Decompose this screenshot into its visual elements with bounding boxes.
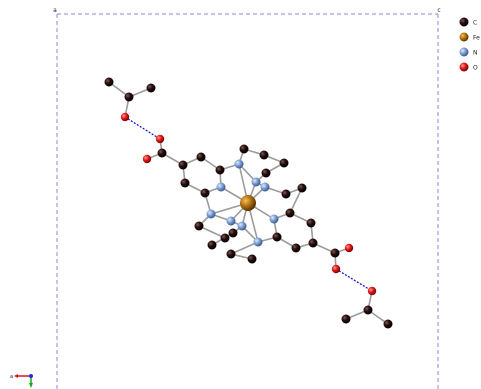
atom-c bbox=[226, 249, 236, 259]
atom-c bbox=[308, 238, 318, 248]
unit-cell bbox=[56, 13, 439, 389]
atom-c bbox=[285, 208, 295, 218]
legend-swatch-c bbox=[459, 17, 469, 27]
atom-o bbox=[344, 243, 354, 253]
atom-n bbox=[216, 182, 226, 192]
atom-n bbox=[251, 177, 261, 187]
hydrogen-bonds bbox=[124, 116, 373, 292]
atom-c bbox=[178, 160, 188, 170]
atom-c bbox=[383, 319, 393, 329]
cell-corner-a-label: a bbox=[53, 7, 57, 14]
legend-label-n: N bbox=[473, 50, 478, 57]
atom-c bbox=[124, 92, 134, 102]
atom-c bbox=[363, 305, 373, 315]
axis-x-arrow bbox=[14, 374, 18, 378]
element-legend: C Fe N O bbox=[459, 17, 480, 72]
atom-c bbox=[261, 168, 271, 178]
atom-o bbox=[120, 112, 130, 122]
atom-o bbox=[155, 134, 165, 144]
atom-c bbox=[207, 240, 217, 250]
atom-c bbox=[272, 232, 282, 242]
atom-c bbox=[220, 233, 230, 243]
atom-c bbox=[239, 144, 249, 154]
bond bbox=[289, 187, 303, 214]
bond bbox=[230, 241, 259, 255]
legend-label-c: C bbox=[473, 20, 477, 27]
atom-c bbox=[200, 188, 210, 198]
atom-n bbox=[226, 216, 236, 226]
atom-c bbox=[306, 218, 316, 228]
atom-n bbox=[234, 159, 244, 169]
axis-z bbox=[29, 374, 33, 378]
axis-y-arrow bbox=[29, 383, 33, 388]
atom-c bbox=[104, 77, 114, 87]
atom-o bbox=[142, 154, 152, 164]
atom-c bbox=[180, 178, 190, 188]
legend-swatch-fe bbox=[459, 32, 469, 42]
legend-swatch-o bbox=[459, 62, 469, 72]
bond bbox=[198, 225, 226, 239]
axis-x-label: a bbox=[10, 374, 13, 380]
legend-label-fe: Fe bbox=[473, 35, 480, 42]
atom-c bbox=[194, 221, 204, 231]
atom-n bbox=[253, 237, 263, 247]
atom-c bbox=[259, 150, 269, 160]
legend-swatch-n bbox=[459, 47, 469, 57]
atom-c bbox=[297, 183, 307, 193]
atom-c bbox=[279, 158, 289, 168]
atom-c bbox=[157, 148, 167, 158]
atom-c bbox=[330, 248, 340, 258]
atom-n bbox=[269, 214, 279, 224]
atom-c bbox=[146, 83, 156, 93]
atom-c bbox=[291, 243, 301, 253]
atom-c bbox=[228, 228, 238, 238]
atom-fe bbox=[240, 195, 256, 211]
legend-label-o: O bbox=[473, 65, 478, 72]
atom-n bbox=[206, 209, 216, 219]
atom-n bbox=[237, 221, 247, 231]
atoms bbox=[104, 77, 393, 329]
hydrogen-bond bbox=[335, 268, 373, 292]
axis-triad: a bbox=[10, 374, 33, 388]
cell-corner-c-label: c bbox=[437, 7, 440, 14]
atom-c bbox=[215, 165, 225, 175]
atom-o bbox=[331, 264, 341, 274]
atom-c bbox=[247, 254, 257, 264]
atom-n bbox=[260, 182, 270, 192]
atom-c bbox=[341, 314, 351, 324]
atom-c bbox=[281, 189, 291, 199]
atom-c bbox=[196, 152, 206, 162]
hydrogen-bond bbox=[124, 116, 161, 140]
atom-o bbox=[367, 286, 377, 296]
